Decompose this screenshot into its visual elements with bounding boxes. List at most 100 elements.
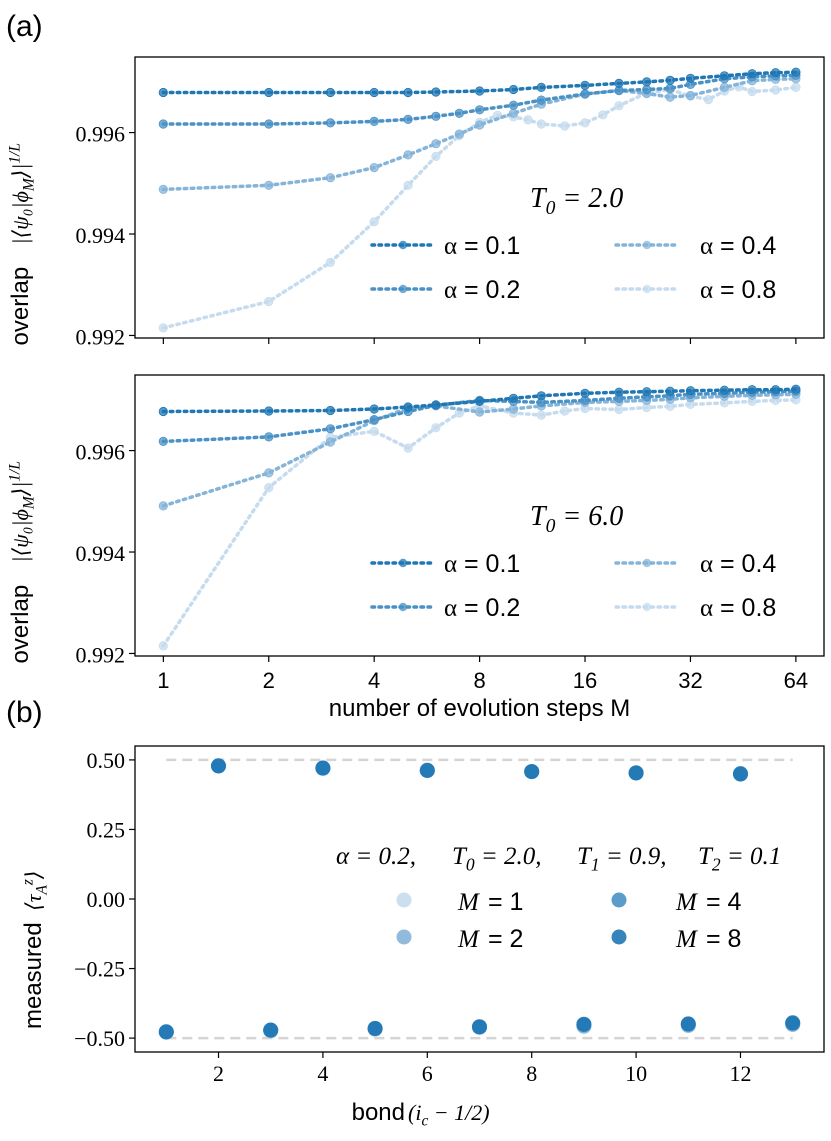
- y-axis-label: measured ⟨τAz⟩: [20, 871, 51, 1029]
- data-point: [369, 116, 379, 127]
- y-tick-label: −0.50: [74, 1026, 125, 1051]
- data-point: [158, 641, 168, 651]
- legend-label-value: = 0.8: [720, 594, 776, 622]
- data-point: [508, 404, 519, 414]
- data-point: [474, 120, 485, 130]
- data-point: [614, 404, 624, 415]
- legend-marker: [396, 929, 412, 945]
- data-point: [791, 67, 801, 77]
- legend-label-value: = 0.4: [720, 550, 776, 578]
- data-point: [474, 407, 485, 417]
- data-point: [264, 180, 274, 190]
- data-point: [264, 119, 274, 129]
- data-point: [685, 73, 696, 83]
- data-point: [680, 1016, 696, 1032]
- data-point: [719, 385, 730, 395]
- x-tick-label: 2: [213, 1061, 224, 1086]
- legend-label-value: = 0.1: [464, 550, 520, 578]
- legend-marker: [642, 602, 652, 612]
- legend-title: T0 = 6.0: [530, 501, 623, 537]
- data-point: [474, 105, 485, 115]
- data-point: [614, 78, 624, 89]
- y-axis-label: overlap |⟨ψ₀|ϕM⟩|1/L: [7, 143, 38, 345]
- legend-label-value: = 1: [488, 888, 523, 916]
- data-point: [642, 387, 652, 397]
- data-point: [325, 437, 335, 447]
- y-tick-label: 0.992: [76, 642, 126, 667]
- y-axis-label-math: |⟨ψ₀|ϕM⟩|1/L: [7, 143, 38, 244]
- data-point: [403, 180, 413, 190]
- y-axis-label-text: measured: [20, 922, 47, 1029]
- data-point: [263, 1022, 279, 1038]
- data-point: [642, 84, 652, 95]
- x-axis-label-math: (ic − 1/2): [408, 1100, 490, 1130]
- data-point: [719, 82, 730, 93]
- x-tick-label: 4: [368, 668, 380, 693]
- data-point: [431, 400, 441, 410]
- data-point: [560, 406, 570, 416]
- legend-label-symbol: α: [444, 277, 457, 304]
- data-point: [733, 766, 748, 782]
- data-point: [508, 84, 519, 95]
- panel-b-label: (b): [6, 696, 43, 729]
- series-line-0: [161, 387, 798, 414]
- data-point: [665, 92, 675, 102]
- data-point: [642, 77, 652, 87]
- data-point: [325, 405, 335, 416]
- data-point: [431, 87, 441, 97]
- data-point: [403, 150, 413, 160]
- legend-label-symbol: α: [700, 277, 713, 304]
- legend-label-value: = 2: [488, 925, 523, 953]
- data-point: [536, 410, 546, 420]
- data-point: [369, 414, 379, 425]
- data-point: [158, 406, 168, 417]
- data-point: [325, 118, 335, 128]
- y-tick-label: 0.996: [76, 440, 126, 465]
- y-axis-label-math: ⟨τAz⟩: [20, 871, 51, 911]
- data-point: [665, 386, 675, 396]
- chart-panel-a-bottom: 1 2 4 8 16 32 64 0.992 0.994 0.996 overlap |⟨ψ₀|ϕM…: [7, 374, 825, 722]
- series-line-2: [161, 392, 798, 508]
- legend-label-symbol: M: [675, 889, 698, 916]
- legend-title-part: T2 = 0.1: [698, 843, 781, 874]
- x-axis-label: number of evolution steps M: [329, 695, 631, 722]
- data-point: [508, 100, 519, 110]
- data-point: [791, 82, 801, 93]
- data-point: [598, 110, 608, 120]
- data-point: [315, 760, 331, 776]
- data-point: [211, 758, 226, 774]
- data-point: [325, 424, 335, 434]
- legend-title-part: T0 = 2.0,: [452, 843, 542, 874]
- x-tick-label: 64: [784, 668, 808, 693]
- legend-label-symbol: M: [675, 926, 698, 953]
- legend-marker: [398, 240, 408, 250]
- data-point: [770, 85, 781, 95]
- data-point: [628, 765, 644, 781]
- data-point: [665, 83, 675, 94]
- data-point: [580, 80, 590, 91]
- data-point: [508, 108, 519, 118]
- legend-title: T0 = 2.0: [530, 183, 623, 219]
- data-point: [403, 402, 413, 412]
- data-point: [791, 384, 801, 394]
- y-axis-label-text: overlap: [7, 267, 34, 346]
- y-tick-label: 0.00: [87, 887, 126, 912]
- chart-panel-b: 2 4 6 8 10 12 −0.50 −0.25 0.00 0.25 0.50 bond (ic −…: [20, 745, 825, 1130]
- series-line-3: [161, 398, 798, 648]
- data-point: [158, 184, 168, 194]
- data-point: [369, 87, 379, 98]
- data-point: [524, 764, 540, 780]
- legend-label-symbol: M: [457, 926, 480, 953]
- legend: T0 = 6.0 α = 0.1 α = 0.2 α = 0.4 α = 0.8: [370, 501, 776, 622]
- x-tick-label: 32: [678, 668, 702, 693]
- data-point: [770, 385, 781, 395]
- legend-label-value: = 8: [706, 925, 741, 953]
- legend-label-value: = 0.4: [720, 232, 776, 260]
- y-axis-label-text: overlap: [7, 585, 34, 664]
- legend-title-part: T1 = 0.9,: [577, 843, 667, 874]
- data-point: [158, 87, 168, 98]
- data-point: [403, 443, 413, 453]
- data-point: [325, 87, 335, 98]
- y-tick-label: 0.994: [76, 223, 126, 248]
- data-point: [264, 432, 274, 442]
